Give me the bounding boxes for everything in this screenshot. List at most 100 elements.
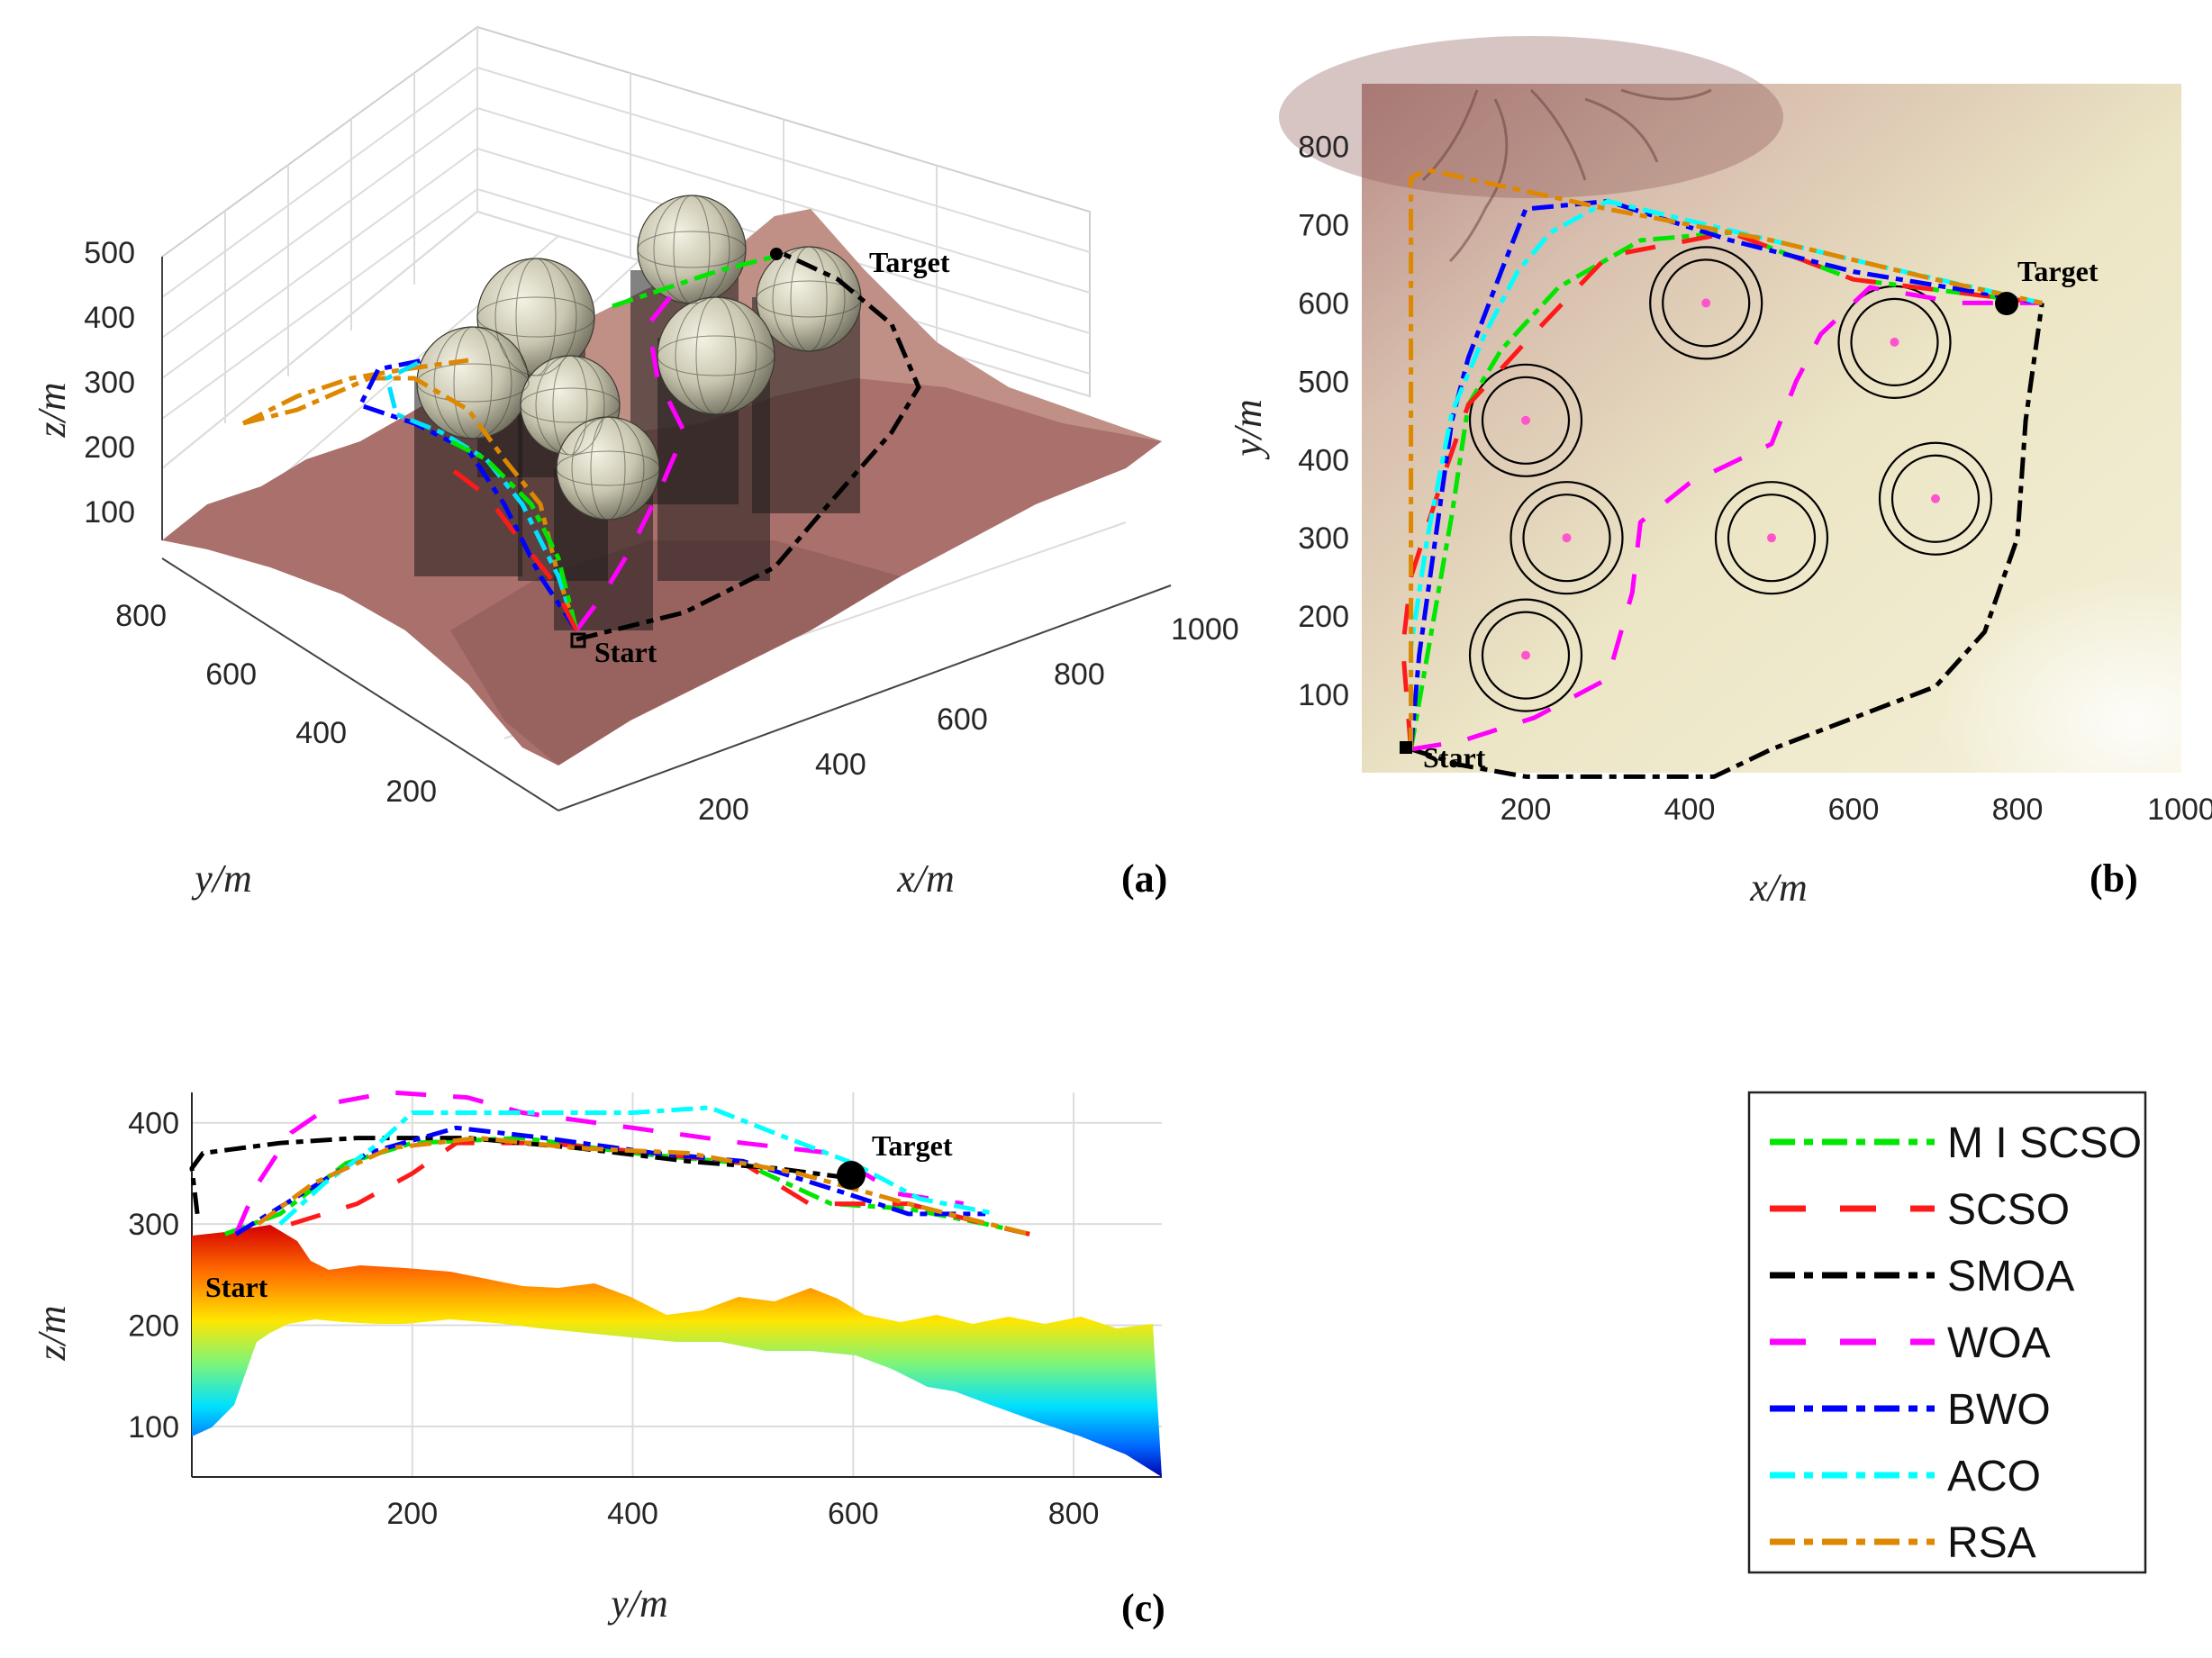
panel-label-a: (a) xyxy=(1121,856,1167,901)
y-tick-a: 400 xyxy=(295,716,347,750)
terrain-c xyxy=(192,1225,1162,1477)
target-marker-a xyxy=(770,248,783,260)
legend-label: SMOA xyxy=(1947,1253,2074,1300)
series-line-bwo xyxy=(1409,198,2043,750)
ticks-b: 200 400 600 800 1000 100 200 300 400 500 600 700 800 xyxy=(1298,131,2212,827)
y-tick-b: 500 xyxy=(1298,365,1349,399)
start-label-b: Start xyxy=(1423,741,1486,774)
series-c xyxy=(189,1090,1030,1237)
x-tick-b: 600 xyxy=(1828,793,1880,827)
series-line-smoa xyxy=(1410,303,2044,779)
x-tick-c: 600 xyxy=(828,1497,879,1531)
y-tick-b: 100 xyxy=(1298,678,1349,712)
start-marker-a xyxy=(570,632,586,648)
series-line-rsa xyxy=(256,1136,1030,1237)
legend-label: SCSO xyxy=(1947,1186,2070,1234)
z-tick-a: 400 xyxy=(84,301,135,335)
obstacle-outer-ring xyxy=(1468,598,1583,712)
path-3d-smoa xyxy=(576,251,921,642)
x-tick-b: 200 xyxy=(1500,793,1552,827)
obstacle-inner-ring xyxy=(1890,454,1981,543)
obstacle-center xyxy=(1562,533,1572,543)
y-tick-b: 600 xyxy=(1298,286,1349,321)
x-tick-a: 1000 xyxy=(1171,612,1239,647)
y-tick-c: 200 xyxy=(128,1309,179,1343)
obstacle-center xyxy=(1890,337,1899,347)
y-tick-c: 400 xyxy=(128,1107,179,1141)
series-line-aco xyxy=(278,1105,997,1226)
path-3d-bwo xyxy=(357,358,579,632)
target-label-b: Target xyxy=(2017,255,2099,287)
target-label-c: Target xyxy=(872,1129,953,1162)
obstacle-inner-ring xyxy=(1481,376,1571,465)
obstacle-outer-ring xyxy=(1649,246,1763,360)
x-axis-label-b: x/m xyxy=(1749,865,1808,910)
legend-label: M I SCSO xyxy=(1947,1119,2142,1167)
x-tick-a: 200 xyxy=(698,793,749,827)
path-3d-scso xyxy=(449,467,579,632)
x-tick-b: 400 xyxy=(1664,793,1716,827)
legend-label: BWO xyxy=(1947,1386,2051,1434)
path-3d-woa xyxy=(575,277,687,632)
panel-c: 200 400 600 800 100 200 300 400 Target Start y/… xyxy=(30,1090,1165,1630)
path-3d-rsa xyxy=(242,376,579,631)
obstacle-outer-ring xyxy=(1468,363,1583,477)
target-label-a: Target xyxy=(869,246,950,278)
z-tick-a: 500 xyxy=(84,236,135,270)
z-tick-a: 200 xyxy=(84,430,135,465)
series-b xyxy=(1401,168,2044,779)
y-axis-label-b: y/m xyxy=(1226,399,1270,460)
obstacle-center xyxy=(1931,494,1940,503)
z-tick-a: 300 xyxy=(84,366,135,400)
y-tick-b: 300 xyxy=(1298,521,1349,556)
start-label-c: Start xyxy=(205,1271,268,1303)
x-tick-c: 400 xyxy=(607,1497,658,1531)
z-axis-label-a: z/m xyxy=(30,382,74,438)
obstacle-center xyxy=(1701,298,1711,308)
obstacle-outer-ring xyxy=(1878,441,1993,556)
y-axis-label-c: z/m xyxy=(30,1305,74,1361)
legend-label: ACO xyxy=(1947,1453,2041,1500)
obstacle-inner-ring xyxy=(1850,297,1939,386)
obstacle-center xyxy=(1767,533,1776,543)
obstacle-center xyxy=(1521,415,1530,425)
ticks-c: 200 400 600 800 100 200 300 400 xyxy=(128,1107,1099,1531)
start-marker-b xyxy=(1400,741,1412,754)
y-tick-b: 400 xyxy=(1298,443,1349,477)
x-tick-c: 800 xyxy=(1048,1497,1100,1531)
legend: M I SCSO SCSO SMOA WOA BWO ACO RSA xyxy=(1747,1091,2147,1574)
panel-a: Start Target 500 400 300 200 100 800 600… xyxy=(30,25,1239,901)
x-tick-a: 800 xyxy=(1054,657,1105,692)
x-tick-a: 400 xyxy=(815,747,866,782)
x-tick-b: 1000 xyxy=(2147,793,2212,827)
x-tick-b: 800 xyxy=(1992,793,2044,827)
obstacle-inner-ring xyxy=(1662,258,1751,348)
target-marker-b xyxy=(1995,292,2018,315)
y-tick-c: 300 xyxy=(128,1208,179,1242)
start-label-a: Start xyxy=(594,636,657,668)
y-tick-c: 100 xyxy=(128,1410,179,1445)
y-tick-a: 800 xyxy=(115,599,167,633)
obstacle-outer-ring xyxy=(1714,481,1829,595)
obstacle-spheres xyxy=(416,195,862,521)
x-tick-c: 200 xyxy=(386,1497,438,1531)
obstacle-inner-ring xyxy=(1481,611,1571,700)
obstacles-b xyxy=(1468,246,1993,712)
series-line-woa xyxy=(1410,285,2043,752)
panel-label-b: (b) xyxy=(2090,856,2138,901)
y-tick-b: 700 xyxy=(1298,208,1349,242)
y-tick-b: 200 xyxy=(1298,600,1349,634)
legend-label: RSA xyxy=(1947,1519,2036,1567)
panel-label-c: (c) xyxy=(1121,1586,1165,1630)
panel-b: 200 400 600 800 1000 100 200 300 400 500 600 700 800… xyxy=(1226,36,2212,910)
legend-label: WOA xyxy=(1947,1319,2051,1367)
path-3d-rsa-upper xyxy=(241,358,469,426)
x-axis-label-c: y/m xyxy=(607,1581,668,1626)
y-axis-label-a: y/m xyxy=(191,856,252,901)
obstacle-outer-ring xyxy=(1509,481,1624,595)
legend-box xyxy=(1747,1091,2147,1574)
series-line-smoa xyxy=(189,1136,854,1215)
paths-3d xyxy=(241,251,921,642)
y-tick-a: 600 xyxy=(205,657,257,692)
